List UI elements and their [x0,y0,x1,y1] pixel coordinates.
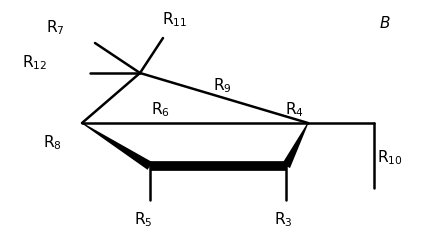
Text: $\mathrm{R}_{4}$: $\mathrm{R}_{4}$ [285,101,304,119]
Polygon shape [282,123,308,168]
Text: $\mathrm{R}_{6}$: $\mathrm{R}_{6}$ [151,101,170,119]
Text: $\mathrm{R}_{7}$: $\mathrm{R}_{7}$ [46,19,64,37]
Text: $\mathrm{R}_{11}$: $\mathrm{R}_{11}$ [162,11,188,29]
Text: B: B [380,15,390,31]
Text: $\mathrm{R}_{8}$: $\mathrm{R}_{8}$ [43,134,61,152]
Text: $\mathrm{R}_{10}$: $\mathrm{R}_{10}$ [377,149,403,167]
Text: $\mathrm{R}_{3}$: $\mathrm{R}_{3}$ [273,211,292,229]
Text: $\mathrm{R}_{12}$: $\mathrm{R}_{12}$ [22,54,47,72]
Text: $\mathrm{R}_{5}$: $\mathrm{R}_{5}$ [134,211,152,229]
Polygon shape [82,123,152,170]
Text: $\mathrm{R}_{9}$: $\mathrm{R}_{9}$ [212,77,232,95]
